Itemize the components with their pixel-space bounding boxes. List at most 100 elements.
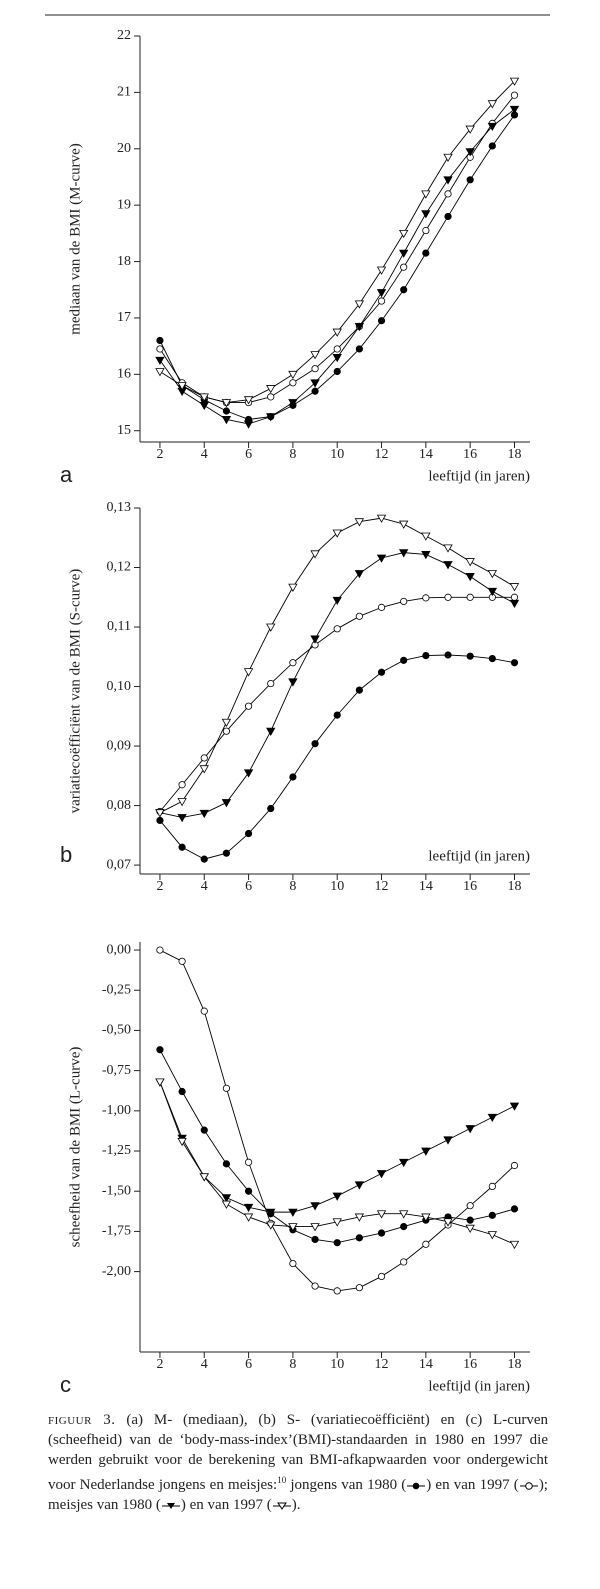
point — [310, 1223, 320, 1232]
point — [178, 957, 186, 965]
point — [244, 1187, 253, 1195]
point — [466, 1216, 474, 1224]
point — [266, 413, 276, 422]
point — [355, 1284, 363, 1292]
point — [422, 1240, 430, 1248]
point — [354, 1213, 365, 1222]
point — [399, 1210, 409, 1219]
point — [178, 781, 186, 789]
point — [443, 561, 453, 570]
y-tick-label: 0,00 — [107, 942, 132, 957]
point — [509, 77, 520, 86]
point — [465, 125, 475, 134]
point — [289, 659, 297, 667]
point — [421, 551, 431, 560]
point — [376, 554, 387, 563]
point — [488, 654, 496, 663]
point — [400, 286, 408, 294]
point — [376, 289, 387, 298]
point — [267, 679, 275, 688]
y-axis-label: variatiecoëfficiënt van de BMI (S-curve) — [67, 569, 83, 814]
panel-letter: c — [60, 1372, 71, 1397]
point — [221, 1194, 232, 1203]
x-axis-label: leeftijd (in jaren) — [428, 848, 530, 864]
x-tick-label: 8 — [289, 1357, 296, 1372]
point — [443, 153, 453, 163]
caption-part: ). — [291, 1497, 301, 1513]
reference: 10 — [277, 1475, 287, 1485]
point — [243, 1213, 254, 1222]
x-axis-label: leeftijd (in jaren) — [428, 1378, 530, 1394]
point — [443, 1136, 453, 1145]
point — [399, 520, 409, 529]
caption-part: ) en van 1997 ( — [180, 1497, 272, 1513]
point — [443, 176, 453, 185]
panel-letter: b — [60, 842, 72, 867]
point — [377, 1229, 386, 1237]
point — [377, 317, 386, 325]
point — [421, 1147, 431, 1156]
caption-label: Figuur 3. — [48, 1412, 116, 1428]
point — [510, 593, 519, 601]
point — [156, 1046, 164, 1054]
point — [221, 718, 232, 728]
point — [311, 365, 319, 373]
point — [465, 558, 475, 567]
y-axis-label: mediaan van de BMI (M-curve) — [67, 143, 83, 335]
point — [400, 656, 408, 664]
y-axis-label: scheefheid van de BMI (L-curve) — [67, 1047, 83, 1248]
y-tick-label: 0,07 — [107, 857, 132, 872]
point — [266, 727, 276, 736]
point — [509, 105, 520, 115]
x-tick-label: 18 — [507, 879, 521, 894]
panel-letter: a — [60, 462, 73, 487]
point — [288, 1208, 298, 1217]
y-tick-label: 0,09 — [107, 738, 132, 753]
point — [222, 849, 231, 857]
point — [487, 100, 498, 109]
point — [509, 583, 520, 592]
point — [288, 399, 298, 408]
point — [509, 1102, 520, 1111]
point — [421, 532, 431, 541]
point — [200, 754, 208, 762]
point — [444, 651, 452, 659]
point — [465, 148, 475, 157]
point — [354, 570, 365, 579]
x-tick-label: 2 — [156, 1357, 163, 1372]
x-tick-label: 16 — [463, 447, 477, 462]
point — [222, 407, 231, 415]
point — [421, 210, 431, 219]
point — [444, 212, 452, 221]
caption: Figuur 3. (a) M- (mediaan), (b) S- (vari… — [48, 1410, 548, 1515]
point — [466, 1202, 474, 1210]
series-line — [159, 517, 515, 814]
point — [332, 596, 342, 606]
point — [487, 570, 498, 579]
point — [377, 297, 386, 305]
point — [178, 843, 186, 851]
point — [310, 635, 320, 644]
y-tick-label: 20 — [117, 141, 131, 156]
y-tick-label: -2,00 — [102, 1264, 131, 1279]
x-tick-label: 14 — [419, 1357, 433, 1372]
legend-symbol — [161, 1502, 180, 1509]
x-tick-label: 4 — [201, 879, 208, 894]
point — [510, 659, 519, 667]
point — [400, 263, 408, 271]
x-tick-label: 2 — [156, 447, 163, 462]
legend-symbol — [407, 1482, 426, 1489]
point — [333, 625, 341, 633]
point — [376, 266, 387, 275]
point — [355, 1234, 363, 1242]
x-tick-label: 10 — [330, 879, 344, 894]
point — [466, 593, 474, 601]
series-line — [159, 654, 515, 860]
point — [355, 612, 363, 620]
series-line — [159, 1081, 515, 1213]
x-tick-label: 8 — [289, 879, 296, 894]
legend-symbol — [272, 1502, 291, 1510]
point — [400, 597, 408, 606]
point — [221, 1200, 232, 1209]
